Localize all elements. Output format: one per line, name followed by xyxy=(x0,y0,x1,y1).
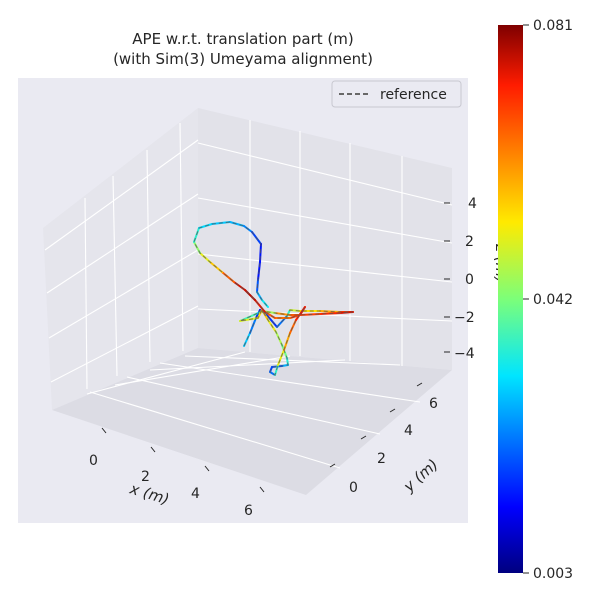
trajectory-segment xyxy=(319,310,341,313)
left-pane xyxy=(43,108,198,410)
legend-box xyxy=(331,80,462,108)
x-tick-label: 2 xyxy=(141,469,150,485)
z-tick-label: 4 xyxy=(468,196,477,212)
x-tick-label: 0 xyxy=(89,453,98,469)
y-tick-label: 2 xyxy=(377,451,386,467)
x-tick-label: 6 xyxy=(244,503,253,519)
legend-label: reference xyxy=(380,87,447,103)
back-pane xyxy=(198,108,452,370)
x-tick-label: 4 xyxy=(191,486,200,502)
z-tick-label: 0 xyxy=(465,272,474,288)
colorbar: 0.081 0.042 0.003 xyxy=(498,18,573,582)
reference-path xyxy=(193,221,354,376)
colorbar-gradient xyxy=(498,25,523,573)
legend: reference xyxy=(331,80,462,108)
colorbar-tick-max: 0.081 xyxy=(533,18,573,34)
pane-group xyxy=(43,108,452,495)
floor-pane xyxy=(52,348,452,495)
chart-subtitle: (with Sim(3) Umeyama alignment) xyxy=(113,50,373,68)
y-tick-label: 6 xyxy=(429,396,438,412)
colorbar-tick-mid: 0.042 xyxy=(533,292,573,308)
y-tick-label: 0 xyxy=(349,480,358,496)
z-tick-label: 2 xyxy=(465,234,474,250)
grid-lines xyxy=(44,120,453,469)
colorbar-tick-min: 0.003 xyxy=(533,566,573,582)
chart-title: APE w.r.t. translation part (m) xyxy=(132,30,353,48)
z-tick-label: −4 xyxy=(454,346,475,362)
reference-line xyxy=(193,221,354,376)
y-axis-ticks xyxy=(329,382,423,468)
z-axis-ticks xyxy=(444,202,450,353)
z-tick-label: −2 xyxy=(454,310,475,326)
y-tick-label: 4 xyxy=(404,423,413,439)
x-axis-ticks xyxy=(101,427,265,493)
